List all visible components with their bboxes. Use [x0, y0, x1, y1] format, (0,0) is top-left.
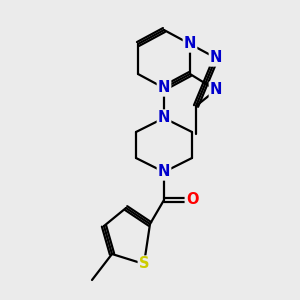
Text: N: N	[158, 80, 170, 95]
Text: N: N	[158, 164, 170, 179]
Text: O: O	[186, 193, 198, 208]
Text: N: N	[184, 37, 196, 52]
Text: N: N	[210, 82, 222, 98]
Text: N: N	[210, 50, 222, 65]
Text: N: N	[158, 110, 170, 125]
Text: S: S	[139, 256, 149, 272]
